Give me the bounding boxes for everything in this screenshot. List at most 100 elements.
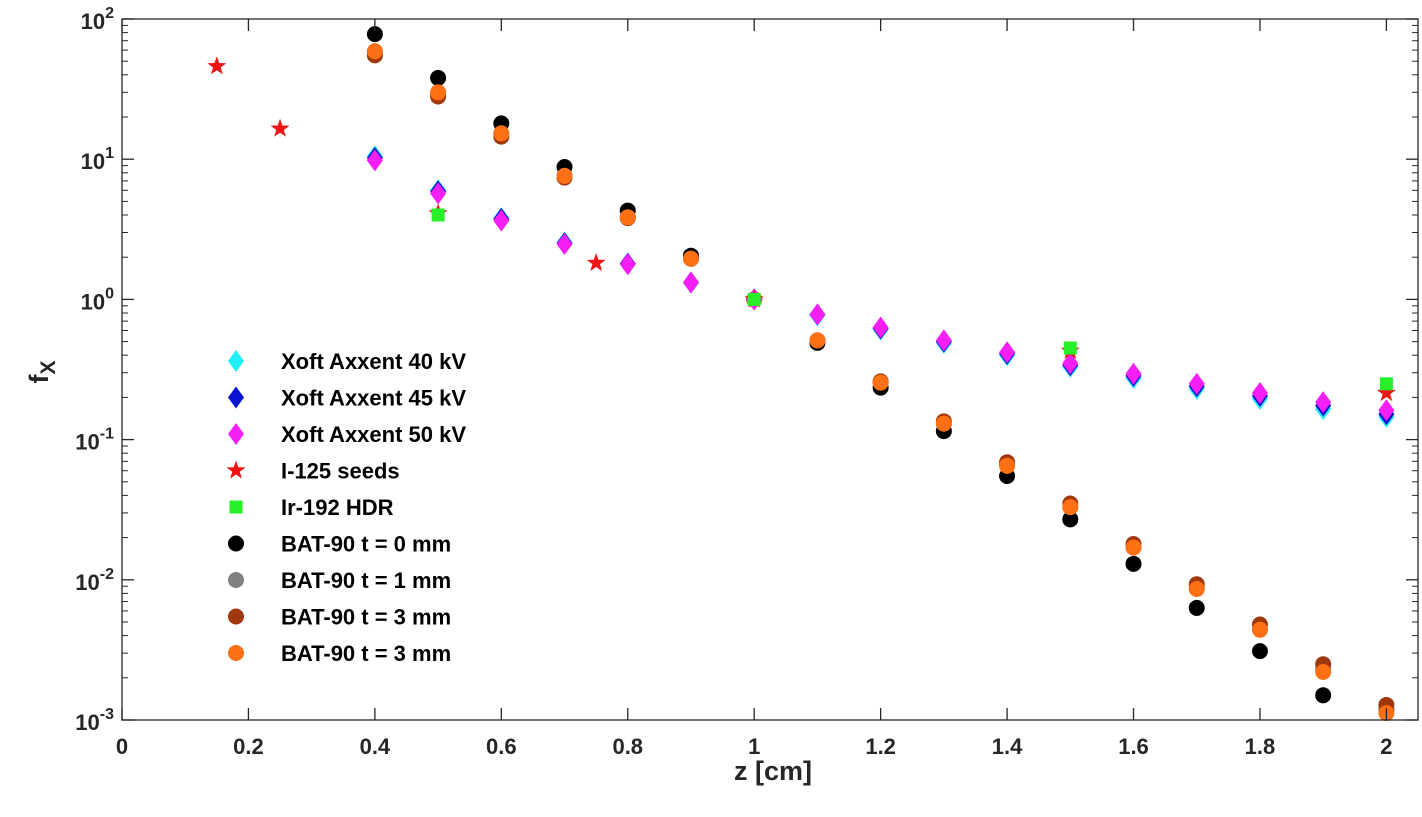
data-point-bat-90-t-0-mm-0-1 xyxy=(430,69,447,86)
data-point-xoft-axxent-50-kv-6-13 xyxy=(1188,372,1205,395)
data-point-bat-90-t-0-mm-0-11 xyxy=(1062,511,1079,528)
y-axis-label-subscript: X xyxy=(37,360,60,374)
data-point-xoft-axxent-50-kv-6-3 xyxy=(556,233,573,256)
x-tick-label: 1 xyxy=(748,734,760,759)
series-ir-192-hdr-8 xyxy=(431,208,1393,391)
data-point-bat-90-t-3-mm-3-3 xyxy=(556,167,573,184)
legend-label: Xoft Axxent 40 kV xyxy=(281,349,466,374)
legend-entry-ir-192-hdr-8: Ir-192 HDR xyxy=(229,495,394,520)
y-tick-label: 102 xyxy=(81,5,114,34)
legend-entry-bat-90-t-0-mm-0: BAT-90 t = 0 mm xyxy=(228,532,451,557)
x-tick-label: 1.6 xyxy=(1118,734,1149,759)
data-point-xoft-axxent-50-kv-6-11 xyxy=(1062,352,1079,375)
data-point-xoft-axxent-50-kv-6-15 xyxy=(1315,391,1332,414)
data-point-bat-90-t-3-mm-3-14 xyxy=(1251,621,1268,638)
data-point-xoft-axxent-50-kv-6-7 xyxy=(809,303,826,326)
data-point-i-125-seeds-7-0 xyxy=(207,56,227,75)
data-point-bat-90-t-3-mm-3-10 xyxy=(999,457,1016,474)
x-tick-label: 2 xyxy=(1380,734,1392,759)
data-point-xoft-axxent-50-kv-6-10 xyxy=(999,341,1016,364)
data-point-bat-90-t-0-mm-0-12 xyxy=(1125,555,1142,572)
legend-entry-xoft-axxent-45-kv-5: Xoft Axxent 45 kV xyxy=(228,386,466,411)
legend-entry-i-125-seeds-7: I-125 seeds xyxy=(226,459,400,484)
data-point-xoft-axxent-50-kv-6-9 xyxy=(935,329,952,352)
plot-marks xyxy=(207,26,1396,722)
data-point-bat-90-t-3-mm-3-15 xyxy=(1315,663,1332,680)
data-point-xoft-axxent-50-kv-6-4 xyxy=(619,253,636,276)
x-tick-label: 0.2 xyxy=(233,734,264,759)
data-point-bat-90-t-3-mm-3-11 xyxy=(1062,499,1079,516)
legend-label: BAT-90 t = 0 mm xyxy=(281,532,451,557)
x-tick-label: 0.4 xyxy=(360,734,391,759)
x-tick-label: 0.6 xyxy=(486,734,517,759)
y-tick-label: 100 xyxy=(81,285,114,314)
data-point-xoft-axxent-50-kv-6-12 xyxy=(1125,362,1142,385)
legend-label: BAT-90 t = 3 mm xyxy=(281,605,451,630)
data-point-i-125-seeds-7-6 xyxy=(1376,382,1396,402)
data-point-bat-90-t-3-mm-3-13 xyxy=(1188,580,1205,597)
legend-entry-bat-90-t-3-mm-2: BAT-90 t = 3 mm xyxy=(228,605,451,630)
data-point-i-125-seeds-7-1 xyxy=(270,118,290,137)
x-tick-labels: 0 0.2 0.4 0.6 0.8 1 1.2 1.4 1.6 1.8 2 xyxy=(116,734,1393,759)
y-tick-label: 10-2 xyxy=(75,566,114,595)
legend-entry-xoft-axxent-50-kv-6: Xoft Axxent 50 kV xyxy=(228,422,466,447)
axes xyxy=(121,18,1419,721)
data-point-xoft-axxent-50-kv-6-0 xyxy=(366,149,383,172)
legend-entry-bat-90-t-3-mm-3: BAT-90 t = 3 mm xyxy=(228,641,451,666)
data-point-i-125-seeds-7-3 xyxy=(586,252,606,272)
y-tick-label: 10-1 xyxy=(75,426,114,455)
data-point-bat-90-t-3-mm-3-5 xyxy=(682,250,699,267)
legend-label: BAT-90 t = 1 mm xyxy=(281,568,451,593)
legend-marker-bat-90-t-0-mm-0 xyxy=(228,535,244,552)
legend-label: I-125 seeds xyxy=(281,459,400,484)
legend-marker-bat-90-t-3-mm-2 xyxy=(228,608,244,625)
x-tick-label: 1.2 xyxy=(865,734,896,759)
legend-label: Ir-192 HDR xyxy=(281,495,394,520)
data-point-xoft-axxent-50-kv-6-1 xyxy=(430,182,447,205)
data-point-bat-90-t-0-mm-0-15 xyxy=(1315,687,1332,704)
legend-marker-xoft-axxent-50-kv-6 xyxy=(228,423,244,445)
x-tick-label: 0 xyxy=(116,734,128,759)
data-point-ir-192-hdr-8-2 xyxy=(1063,341,1077,355)
legend-marker-xoft-axxent-45-kv-5 xyxy=(228,386,244,409)
legend: Xoft Axxent 40 kV Xoft Axxent 45 kV Xoft A… xyxy=(226,349,466,666)
legend-entry-xoft-axxent-40-kv-4: Xoft Axxent 40 kV xyxy=(228,349,466,374)
y-tick-label: 10-3 xyxy=(75,706,114,735)
data-point-xoft-axxent-50-kv-6-8 xyxy=(872,316,889,339)
legend-entry-bat-90-t-1-mm-1: BAT-90 t = 1 mm xyxy=(228,568,451,593)
data-point-xoft-axxent-50-kv-6-14 xyxy=(1251,381,1268,404)
x-tick-label: 0.8 xyxy=(612,734,643,759)
data-point-bat-90-t-0-mm-0-13 xyxy=(1188,599,1205,616)
x-tick-label: 1.4 xyxy=(992,734,1023,759)
data-point-bat-90-t-0-mm-0-0 xyxy=(366,26,383,43)
series-bat-90-t-3-mm-3 xyxy=(366,43,1395,722)
data-point-xoft-axxent-50-kv-6-5 xyxy=(682,271,699,294)
series-xoft-axxent-50-kv-6 xyxy=(366,149,1395,422)
data-point-bat-90-t-3-mm-3-0 xyxy=(366,43,383,60)
data-point-bat-90-t-3-mm-3-8 xyxy=(872,374,889,391)
y-tick-labels: 102 101 100 10-1 10-2 10-3 xyxy=(75,5,114,735)
data-point-bat-90-t-3-mm-3-12 xyxy=(1125,539,1142,556)
legend-label: Xoft Axxent 45 kV xyxy=(281,386,466,411)
data-point-bat-90-t-3-mm-3-1 xyxy=(430,84,447,101)
data-point-bat-90-t-3-mm-3-7 xyxy=(809,332,826,349)
data-point-ir-192-hdr-8-1 xyxy=(747,292,761,306)
x-axis-label: z [cm] xyxy=(734,756,812,786)
data-point-ir-192-hdr-8-0 xyxy=(431,208,445,222)
data-point-bat-90-t-3-mm-3-4 xyxy=(619,209,636,226)
legend-marker-bat-90-t-1-mm-1 xyxy=(228,572,244,588)
legend-label: Xoft Axxent 50 kV xyxy=(281,422,466,447)
y-axis-label: fX xyxy=(24,360,60,383)
axes-box xyxy=(121,18,1419,721)
data-point-bat-90-t-3-mm-3-2 xyxy=(493,125,510,142)
data-point-bat-90-t-0-mm-0-14 xyxy=(1251,643,1268,660)
data-point-ir-192-hdr-8-3 xyxy=(1379,377,1393,391)
data-point-xoft-axxent-50-kv-6-16 xyxy=(1378,399,1395,422)
legend-marker-ir-192-hdr-8 xyxy=(229,500,243,514)
legend-label: BAT-90 t = 3 mm xyxy=(281,641,451,666)
legend-marker-bat-90-t-3-mm-3 xyxy=(228,645,244,661)
legend-marker-xoft-axxent-40-kv-4 xyxy=(228,350,244,372)
data-point-xoft-axxent-50-kv-6-2 xyxy=(493,209,510,232)
